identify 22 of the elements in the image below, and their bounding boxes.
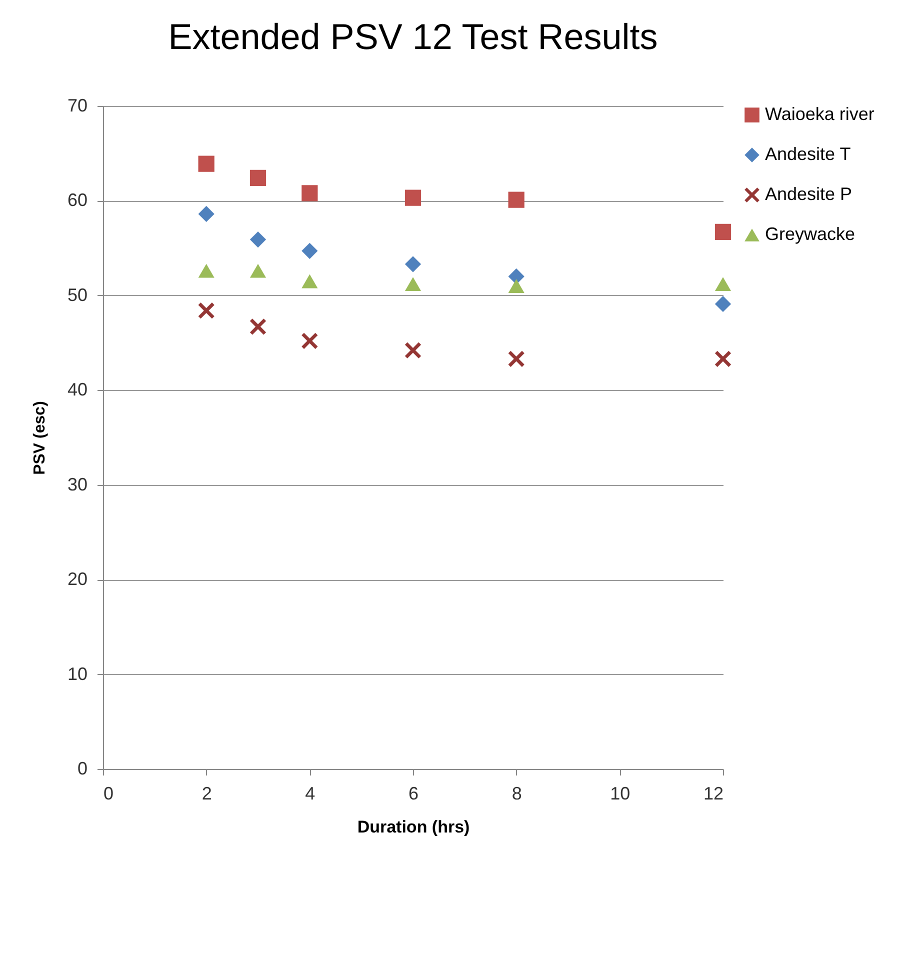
legend-label: Andesite T <box>765 144 851 164</box>
chart-title: Extended PSV 12 Test Results <box>168 16 658 57</box>
y-tick-label: 20 <box>67 569 88 590</box>
y-tick-label: 30 <box>67 474 88 494</box>
y-tick-label: 0 <box>77 758 88 778</box>
y-tick-label: 60 <box>67 190 88 210</box>
x-tick-label: 12 <box>703 784 724 804</box>
x-tick-label: 4 <box>305 784 316 804</box>
x-tick-label: 6 <box>408 784 419 804</box>
y-tick-label: 40 <box>67 380 88 400</box>
y-tick-label: 50 <box>67 284 88 305</box>
x-axis-title: Duration (hrs) <box>357 818 470 836</box>
y-axis-title: PSV (esc) <box>31 401 48 475</box>
y-tick-label: 70 <box>67 96 88 116</box>
x-tick-label: 0 <box>104 784 114 804</box>
x-tick-label: 8 <box>512 784 522 804</box>
legend-label: Waioeka river <box>765 104 874 124</box>
legend-label: Andesite P <box>765 184 852 204</box>
x-tick-label: 2 <box>202 784 212 804</box>
legend-label: Greywacke <box>765 224 856 244</box>
x-tick-label: 10 <box>610 784 630 804</box>
y-tick-label: 10 <box>67 664 88 684</box>
